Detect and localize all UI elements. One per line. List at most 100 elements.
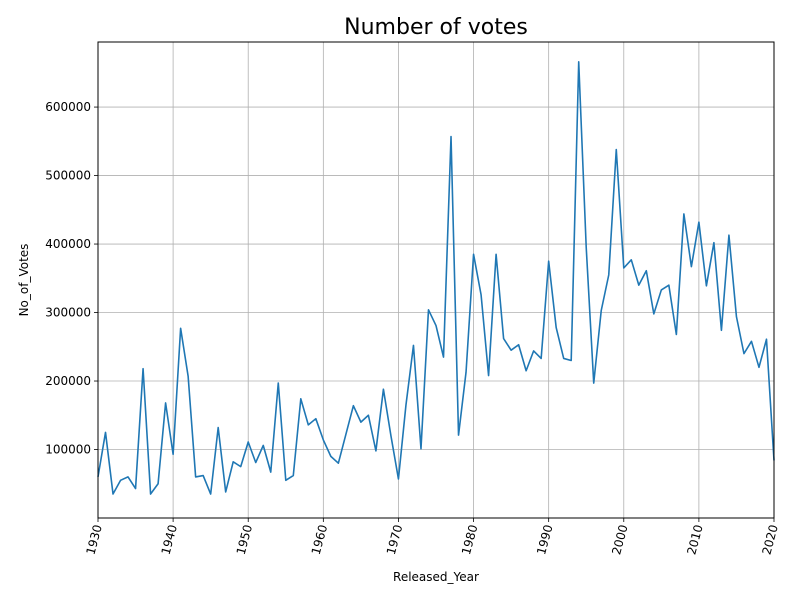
y-tick-label: 500000 bbox=[45, 169, 91, 183]
data-point bbox=[262, 444, 264, 446]
data-point bbox=[307, 424, 309, 426]
data-point bbox=[532, 350, 534, 352]
x-tick-label: 1930 bbox=[83, 523, 104, 556]
data-point bbox=[547, 260, 549, 262]
x-tick-label: 1950 bbox=[234, 523, 255, 556]
data-point bbox=[683, 213, 685, 215]
data-point bbox=[517, 344, 519, 346]
data-point bbox=[285, 479, 287, 481]
data-point bbox=[615, 148, 617, 150]
data-point bbox=[442, 356, 444, 358]
data-point bbox=[668, 284, 670, 286]
series-layer bbox=[97, 61, 775, 495]
data-point bbox=[157, 483, 159, 485]
x-tick-label: 1980 bbox=[459, 523, 480, 556]
data-point bbox=[465, 371, 467, 373]
y-tick-label: 400000 bbox=[45, 237, 91, 251]
x-tick-label: 2000 bbox=[609, 523, 630, 556]
data-point bbox=[270, 471, 272, 473]
data-point bbox=[224, 491, 226, 493]
data-point bbox=[412, 344, 414, 346]
data-point bbox=[420, 448, 422, 450]
data-point bbox=[525, 370, 527, 372]
x-tick-label: 1970 bbox=[384, 523, 405, 556]
data-point bbox=[758, 366, 760, 368]
x-tick-label: 1940 bbox=[159, 523, 180, 556]
grid bbox=[97, 42, 775, 518]
data-point bbox=[330, 455, 332, 457]
data-point bbox=[172, 453, 174, 455]
data-point bbox=[623, 267, 625, 269]
data-point bbox=[705, 285, 707, 287]
y-tick-label: 300000 bbox=[45, 306, 91, 320]
data-point bbox=[277, 382, 279, 384]
y-axis-label: No_of_Votes bbox=[17, 244, 31, 317]
data-point bbox=[578, 61, 580, 63]
data-point bbox=[450, 135, 452, 137]
x-tick-label: 2010 bbox=[684, 523, 705, 556]
data-point bbox=[390, 435, 392, 437]
data-point bbox=[435, 324, 437, 326]
series-line bbox=[97, 61, 775, 495]
data-point bbox=[638, 284, 640, 286]
data-point bbox=[698, 221, 700, 223]
x-axis-label: Released_Year bbox=[393, 570, 479, 584]
data-point bbox=[345, 433, 347, 435]
data-point bbox=[292, 474, 294, 476]
data-point bbox=[427, 309, 429, 311]
data-point bbox=[540, 357, 542, 359]
plot-frame bbox=[97, 41, 775, 519]
data-point bbox=[593, 382, 595, 384]
x-tick-label: 1990 bbox=[534, 523, 555, 556]
data-point bbox=[630, 259, 632, 261]
data-point bbox=[315, 417, 317, 419]
data-point bbox=[472, 253, 474, 255]
data-point bbox=[202, 474, 204, 476]
data-point bbox=[675, 333, 677, 335]
y-tick-label: 600000 bbox=[45, 100, 91, 114]
data-point bbox=[728, 234, 730, 236]
chart-title: Number of votes bbox=[344, 15, 528, 40]
data-point bbox=[112, 493, 114, 495]
data-point bbox=[457, 434, 459, 436]
data-point bbox=[217, 426, 219, 428]
data-point bbox=[735, 315, 737, 317]
data-point bbox=[142, 367, 144, 369]
data-point bbox=[660, 289, 662, 291]
data-point bbox=[367, 414, 369, 416]
data-point bbox=[480, 294, 482, 296]
data-point bbox=[720, 329, 722, 331]
data-point bbox=[570, 359, 572, 361]
data-point bbox=[608, 274, 610, 276]
data-point bbox=[375, 450, 377, 452]
data-point bbox=[405, 404, 407, 406]
data-point bbox=[255, 461, 257, 463]
data-point bbox=[322, 439, 324, 441]
data-point bbox=[690, 265, 692, 267]
data-point bbox=[750, 340, 752, 342]
data-point bbox=[495, 253, 497, 255]
data-point bbox=[397, 478, 399, 480]
x-axis: 1930 1940 1950 1960 1970 1980 1990 2000 2010 2020 bbox=[83, 518, 781, 556]
data-point bbox=[562, 357, 564, 359]
data-point bbox=[713, 241, 715, 243]
data-point bbox=[555, 326, 557, 328]
data-point bbox=[360, 421, 362, 423]
data-point bbox=[240, 465, 242, 467]
data-point bbox=[765, 338, 767, 340]
data-point bbox=[337, 462, 339, 464]
data-point bbox=[164, 402, 166, 404]
data-point bbox=[645, 270, 647, 272]
data-point bbox=[134, 487, 136, 489]
data-point bbox=[194, 476, 196, 478]
data-point bbox=[502, 337, 504, 339]
data-point bbox=[149, 493, 151, 495]
x-tick-label: 2020 bbox=[759, 523, 780, 556]
y-tick-label: 200000 bbox=[45, 374, 91, 388]
data-point bbox=[300, 398, 302, 400]
data-point bbox=[119, 479, 121, 481]
data-point bbox=[585, 246, 587, 248]
data-point bbox=[600, 309, 602, 311]
data-point bbox=[382, 388, 384, 390]
